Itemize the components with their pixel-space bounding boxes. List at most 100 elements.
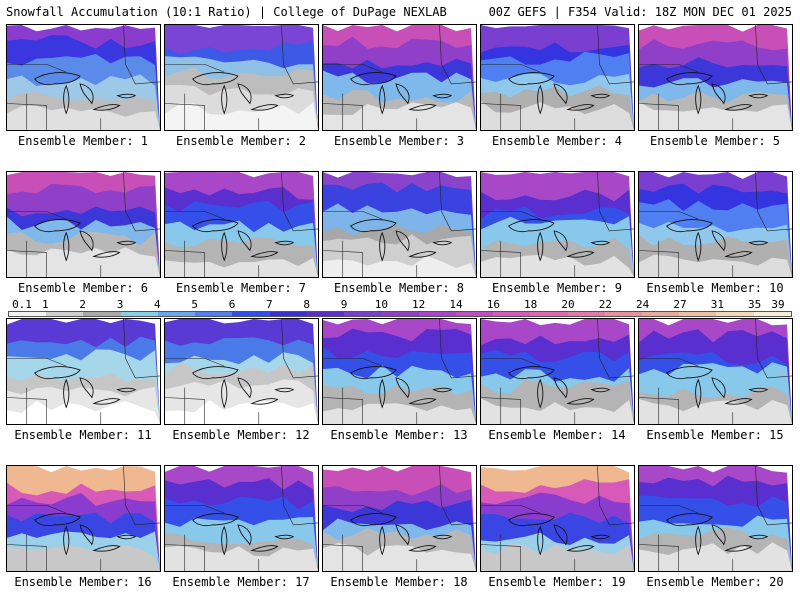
great-lake-outline [695,378,702,409]
great-lake-outline [395,230,410,252]
snowfall-map [323,172,476,277]
great-lake-outline [408,398,437,405]
ensemble-member-label: Ensemble Member: 9 [491,281,623,295]
snowfall-contour-band [165,102,318,130]
state-border-line [639,504,699,514]
great-lake-outline [507,366,555,380]
state-border-line [323,103,363,130]
great-lake-outline [92,104,121,111]
colorbar-tick-label: 31 [710,298,724,311]
great-lake-outline [33,219,81,233]
state-border-line [123,25,160,85]
state-border-line [439,466,476,526]
great-lake-outline [711,377,726,399]
ensemble-member-label: Ensemble Member: 14 [488,428,626,442]
great-lake-outline [63,525,70,556]
state-border-line [281,319,318,379]
state-border-line [639,63,699,73]
great-lake-outline [432,240,453,246]
great-lake-outline [79,524,94,546]
state-border-line [323,357,383,367]
great-lake-outline [507,513,555,527]
colorbar-tick-label: 8 [303,298,310,311]
great-lake-outline [79,83,94,105]
colorbar-tick-label: 22 [598,298,612,311]
ensemble-member-panel [164,318,319,425]
colorbar-tick-label: 1 [42,298,49,311]
state-border-line [7,504,67,514]
colorbar-cell [641,312,680,316]
ensemble-member-panel [322,318,477,425]
state-border-line [323,210,383,220]
great-lake-outline [33,366,81,380]
snowfall-map [639,172,792,277]
snowfall-map [7,319,160,424]
great-lake-outline [274,534,295,540]
snowfall-contour-band [323,403,476,424]
snowfall-map [639,25,792,130]
snowfall-contour-band [481,254,634,277]
colorbar-tick-label: 35 [748,298,762,311]
state-border-line [165,397,205,424]
colorbar-tick-label: 6 [228,298,236,311]
state-border-line [639,250,679,277]
state-border-line [639,397,679,424]
colorbar-tick-label: 12 [412,298,426,311]
great-lake-outline [590,387,611,393]
great-lake-outline [408,104,437,111]
ensemble-member-label: Ensemble Member: 16 [14,575,152,589]
ensemble-member-label: Ensemble Member: 17 [172,575,310,589]
ensemble-member-panel [638,24,793,131]
great-lake-outline [748,240,769,246]
snowfall-contour-band [165,545,318,571]
snowfall-map [165,172,318,277]
great-lake-outline [590,534,611,540]
snowfall-contour-band [323,255,476,277]
great-lake-outline [711,524,726,546]
great-lake-outline [724,398,753,405]
great-lake-outline [695,84,702,115]
snowfall-map [481,25,634,130]
state-border-line [165,210,225,220]
colorbar-tick-label: 14 [449,298,463,311]
colorbar-cell [9,312,47,316]
ensemble-member-label: Ensemble Member: 15 [646,428,784,442]
ensemble-member-label: Ensemble Member: 11 [14,428,152,442]
state-border-line [639,544,679,571]
model-valid-time: 00Z GEFS | F354 Valid: 18Z MON DEC 01 20… [488,5,792,19]
colorbar-cell [753,312,791,316]
ensemble-member-label: Ensemble Member: 4 [491,134,623,148]
state-border-line [439,319,476,379]
ensemble-member-label: Ensemble Member: 1 [17,134,149,148]
great-lake-outline [92,398,121,405]
state-border-line [165,250,205,277]
colorbar-tick-label: 2 [79,298,86,311]
great-lake-outline [395,524,410,546]
state-border-line [323,63,383,73]
snowfall-contour-band [7,247,160,277]
great-lake-outline [695,231,702,262]
great-lake-outline [724,104,753,111]
map-title: Snowfall Accumulation (10:1 Ratio) | Col… [6,5,447,19]
colorbar-tick-label: 27 [673,298,687,311]
great-lake-outline [408,545,437,552]
great-lake-outline [237,524,252,546]
ensemble-member-panel [6,171,161,278]
colorbar-cell [46,312,84,316]
snowfall-map [323,466,476,571]
ensemble-member-panel [322,465,477,572]
great-lake-outline [724,545,753,552]
state-border-line [281,25,318,85]
state-border-line [7,397,47,424]
colorbar-strip [8,311,792,317]
colorbar-tick-label: 39 [771,298,785,311]
great-lake-outline [665,219,713,233]
state-border-line [123,172,160,232]
state-border-line [755,466,792,526]
great-lake-outline [553,377,568,399]
great-lake-outline [116,534,137,540]
great-lake-outline [695,525,702,556]
ensemble-member-label: Ensemble Member: 8 [333,281,465,295]
ensemble-member-label: Ensemble Member: 3 [333,134,465,148]
great-lake-outline [395,377,410,399]
